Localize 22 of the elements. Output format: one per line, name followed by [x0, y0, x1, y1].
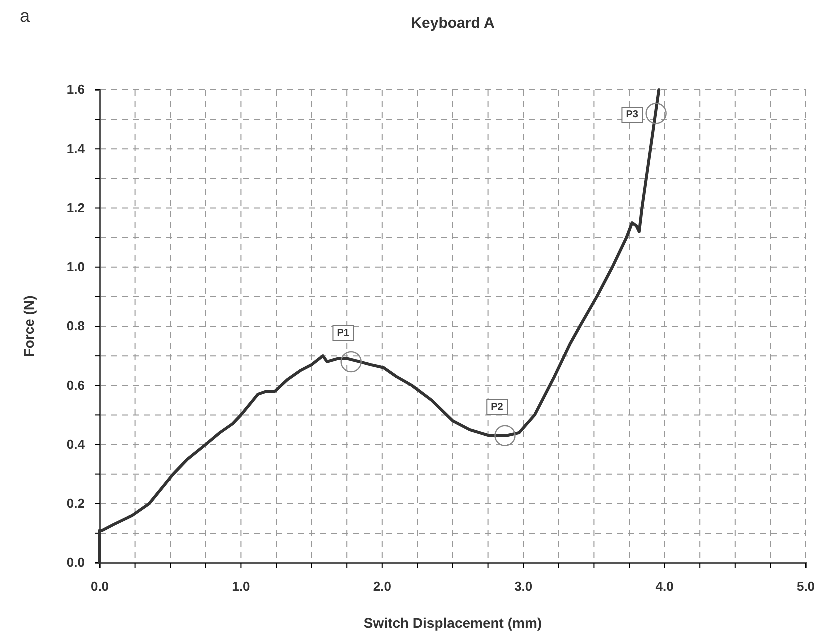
- annotation: P2: [491, 402, 504, 413]
- x-tick-label: 5.0: [796, 579, 816, 594]
- y-tick-label: 1.6: [66, 82, 85, 98]
- y-tick-label: 0.4: [66, 436, 86, 452]
- y-axis-title: Force (N): [21, 296, 37, 358]
- text: a: [20, 6, 31, 26]
- y-tick-label: 0.6: [66, 378, 85, 393]
- x-axis-title: Switch Displacement (mm): [364, 615, 542, 631]
- chart-title: Keyboard A: [411, 15, 495, 32]
- annotation: P3: [626, 110, 639, 121]
- annotation: P1: [337, 328, 350, 339]
- x-tick-label: 1.0: [232, 579, 250, 594]
- x-tick-label: 0.0: [90, 579, 110, 594]
- x-tick-label: 3.0: [514, 579, 533, 594]
- y-tick-label: 0.0: [66, 555, 85, 570]
- y-tick-label: 1.0: [66, 260, 85, 275]
- x-tick-label: 2.0: [373, 579, 392, 594]
- y-tick-label: 1.2: [66, 200, 85, 216]
- y-tick-label: 0.2: [66, 496, 85, 512]
- y-tick-label: 0.8: [66, 318, 85, 334]
- y-tick-label: 1.4: [66, 141, 86, 156]
- x-tick-label: 4.0: [656, 579, 674, 594]
